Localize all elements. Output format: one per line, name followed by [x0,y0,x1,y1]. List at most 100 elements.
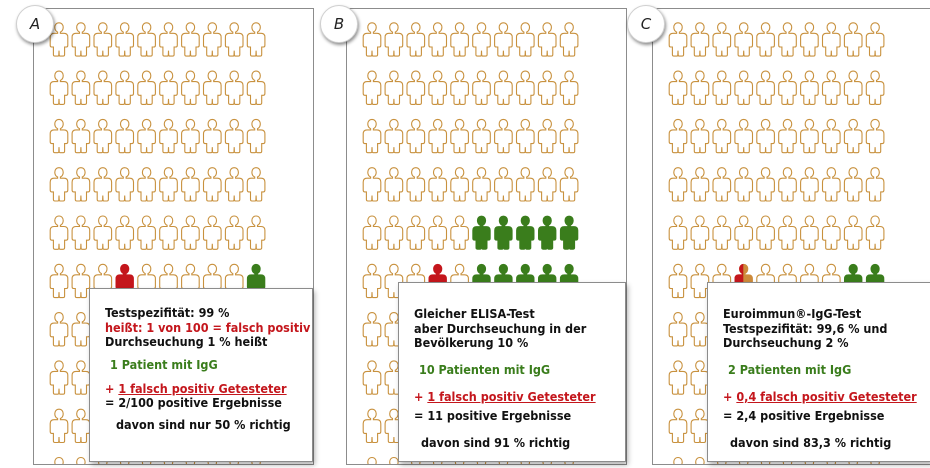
person-icon [472,167,491,202]
person-icon [821,22,841,57]
info-line: heißt: 1 von 100 = falsch positiv [105,320,311,335]
person-icon [406,118,426,154]
person-icon [406,22,426,57]
person-icon [93,118,113,154]
person-icon [384,215,404,250]
person-icon [537,118,557,154]
person-icon [246,70,266,105]
person-icon [778,22,797,57]
info-line: + 0,4 falsch positiv Getesteter [723,389,917,404]
person-icon [362,312,382,347]
person-icon [800,70,819,105]
person-icon [690,408,710,444]
person-icon [690,70,710,105]
person-icon [71,22,91,57]
person-icon [734,22,754,57]
person-icon [93,22,113,57]
person-infected-icon [537,215,557,250]
person-icon [202,22,222,57]
person-icon [800,167,819,202]
person-icon [115,167,135,202]
person-icon [668,22,688,57]
person-infected-icon [559,215,579,250]
person-icon [843,118,863,154]
info-line: davon sind 91 % richtig [421,435,571,450]
info-line: Testspezifität: 99,6 % und [723,321,888,336]
person-icon [54,456,64,464]
person-icon [734,215,754,250]
person-icon [49,118,69,154]
person-icon [515,22,535,57]
info-line: = 2,4 positive Ergebnisse [723,408,885,423]
person-icon [494,70,513,105]
person-icon [202,70,222,105]
person-icon [362,408,382,444]
person-icon [800,22,819,57]
person-icon [224,215,244,250]
person-icon [428,70,448,105]
person-icon [246,118,266,154]
person-icon [384,167,404,202]
panel-b: Gleicher ELISA-Test aber Durchseuchung i… [346,8,627,465]
person-icon [712,215,732,250]
person-icon [843,215,863,250]
person-icon [71,312,91,347]
person-infected-icon [494,215,513,250]
info-line: + 1 falsch positiv Getesteter [105,381,287,396]
person-icon [712,22,732,57]
info-line: Durchseuchung 1 % heißt [105,334,268,349]
info-line: Testspezifität: 99 % [105,305,230,320]
person-icon [756,70,775,105]
person-icon [559,167,579,202]
person-icon [224,118,244,154]
person-icon [559,22,579,57]
info-line: davon sind 83,3 % richtig [730,435,892,450]
person-icon [756,215,775,250]
person-icon [181,22,200,57]
person-icon [559,70,579,105]
info-box: Gleicher ELISA-Test aber Durchseuchung i… [398,282,626,462]
person-icon [668,167,688,202]
person-icon [159,167,178,202]
person-icon [515,118,535,154]
person-icon [384,263,404,299]
person-icon [537,70,557,105]
panel-c: Euroimmun®-IgG-Test Testspezifität: 99,6… [652,8,930,465]
person-icon [76,456,86,464]
person-icon [494,22,513,57]
person-icon [472,70,491,105]
person-icon [690,167,710,202]
person-icon [71,118,91,154]
person-icon [71,167,91,202]
person-icon [224,22,244,57]
person-icon [115,118,135,154]
person-icon [137,118,156,154]
person-icon [450,22,469,57]
person-icon [137,167,156,202]
person-icon [137,215,156,250]
person-icon [49,167,69,202]
person-icon [734,118,754,154]
person-icon [450,70,469,105]
info-line: 1 Patient mit IgG [110,357,218,372]
person-icon [71,360,91,395]
info-line: Durchseuchung 2 % [723,335,849,350]
person-icon [865,70,885,105]
person-icon [668,263,688,299]
person-icon [690,263,710,299]
person-icon [668,118,688,154]
person-icon [843,167,863,202]
person-icon [734,70,754,105]
info-box: Euroimmun®-IgG-Test Testspezifität: 99,6… [707,282,930,462]
person-icon [49,360,69,395]
person-icon [367,456,377,464]
person-icon [843,70,863,105]
person-icon [450,215,469,250]
panel-label-c: C [627,5,665,43]
info-box: Testspezifität: 99 % heißt: 1 von 100 = … [89,288,313,462]
person-icon [428,118,448,154]
person-icon [202,118,222,154]
person-icon [668,215,688,250]
person-icon [159,70,178,105]
person-icon [93,70,113,105]
